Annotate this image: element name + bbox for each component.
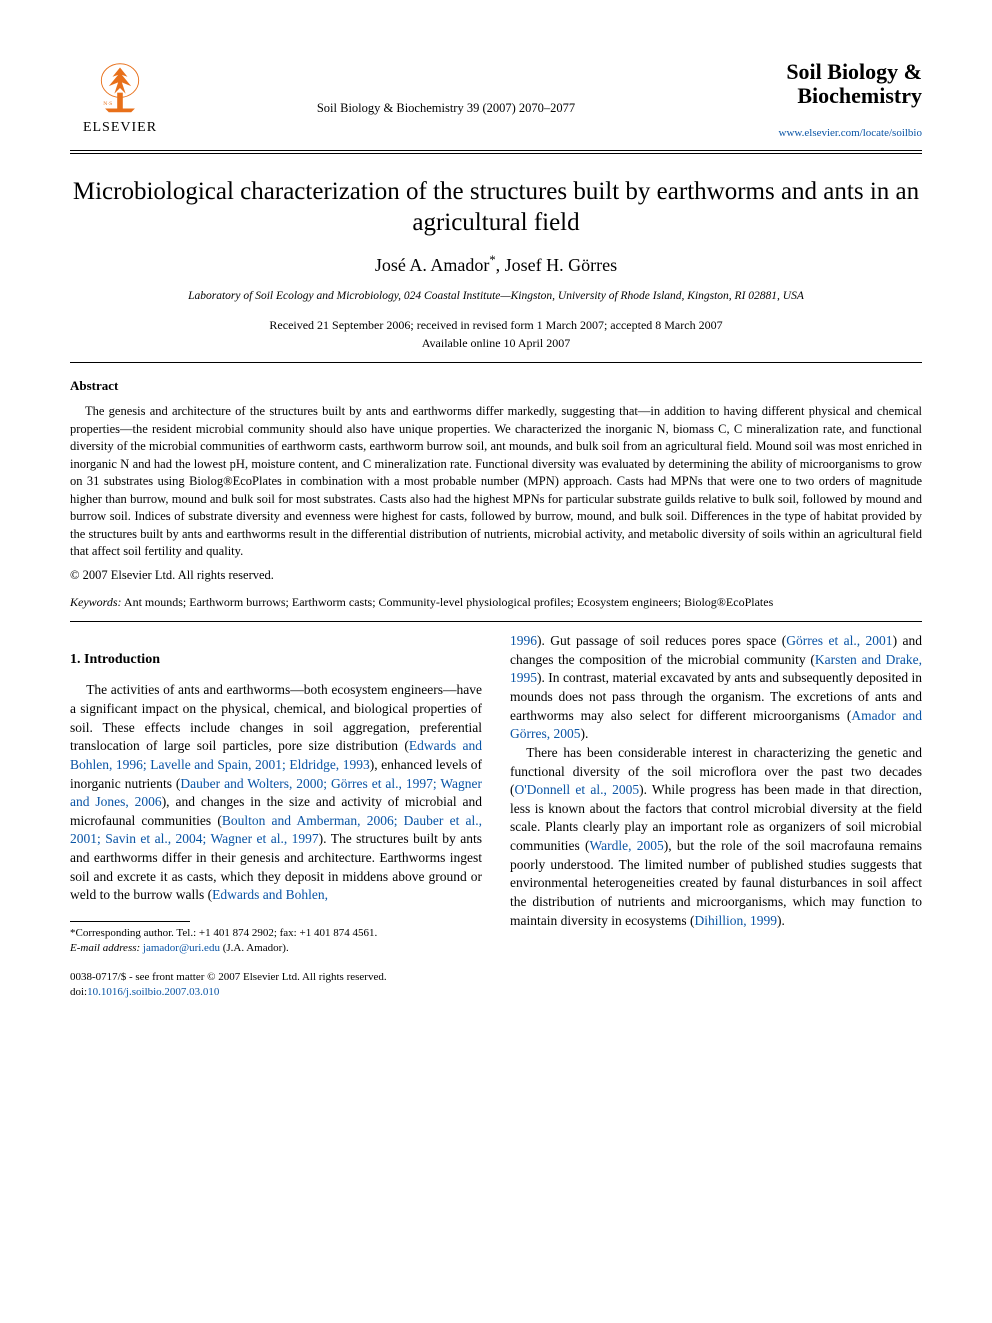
received-dates: Received 21 September 2006; received in … <box>70 317 922 334</box>
footnote-separator <box>70 921 190 922</box>
abstract-heading: Abstract <box>70 377 922 395</box>
keywords-label: Keywords: <box>70 595 122 609</box>
article-title: Microbiological characterization of the … <box>70 176 922 239</box>
intro-para-1-cont: 1996). Gut passage of soil reduces pores… <box>510 632 922 744</box>
footer-left: 0038-0717/$ - see front matter © 2007 El… <box>70 970 387 1001</box>
text-run: ). Gut passage of soil reduces pores spa… <box>537 633 786 648</box>
header-row: N·S ELSEVIER Soil Biology & Biochemistry… <box>70 60 922 142</box>
email-link[interactable]: jamador@uri.edu <box>143 942 220 954</box>
svg-text:N·S: N·S <box>103 101 112 107</box>
page-container: N·S ELSEVIER Soil Biology & Biochemistry… <box>0 0 992 1040</box>
footer-row: 0038-0717/$ - see front matter © 2007 El… <box>70 970 922 1001</box>
corr-marker: * <box>489 253 495 267</box>
citation-link[interactable]: O'Donnell et al., 2005 <box>515 782 640 797</box>
journal-title-line1: Soil Biology & <box>722 60 922 84</box>
rule-top <box>70 150 922 151</box>
intro-para-2: There has been considerable interest in … <box>510 744 922 930</box>
doi-link[interactable]: 10.1016/j.soilbio.2007.03.010 <box>87 986 219 998</box>
journal-reference: Soil Biology & Biochemistry 39 (2007) 20… <box>170 60 722 118</box>
available-date: Available online 10 April 2007 <box>70 335 922 352</box>
keywords-list: Ant mounds; Earthworm burrows; Earthworm… <box>124 595 773 609</box>
citation-link[interactable]: 1996 <box>510 633 537 648</box>
front-matter-line: 0038-0717/$ - see front matter © 2007 El… <box>70 970 387 985</box>
email-label: E-mail address: <box>70 942 140 954</box>
citation-link[interactable]: Edwards and Bohlen, <box>212 887 328 902</box>
footnote-email-row: E-mail address: jamador@uri.edu (J.A. Am… <box>70 941 482 956</box>
affiliation: Laboratory of Soil Ecology and Microbiol… <box>70 288 922 304</box>
keywords-row: Keywords: Ant mounds; Earthworm burrows;… <box>70 594 922 611</box>
footnote-tel-fax: *Corresponding author. Tel.: +1 401 874 … <box>70 926 482 941</box>
text-run: ). <box>777 913 785 928</box>
publisher-logo-block: N·S ELSEVIER <box>70 60 170 138</box>
citation-link[interactable]: Dihillion, 1999 <box>694 913 777 928</box>
intro-para-1: The activities of ants and earthworms—bo… <box>70 681 482 905</box>
publisher-name: ELSEVIER <box>83 118 157 138</box>
doi-label: doi: <box>70 986 87 998</box>
abstract-text: The genesis and architecture of the stru… <box>70 403 922 561</box>
journal-url[interactable]: www.elsevier.com/locate/soilbio <box>722 126 922 141</box>
column-left: 1. Introduction The activities of ants a… <box>70 632 482 956</box>
authors: José A. Amador*, Josef H. Görres <box>70 252 922 278</box>
email-who: (J.A. Amador). <box>223 942 289 954</box>
citation-link[interactable]: Görres et al., 2001 <box>786 633 892 648</box>
copyright-line: © 2007 Elsevier Ltd. All rights reserved… <box>70 567 922 585</box>
section-1-heading: 1. Introduction <box>70 650 482 669</box>
doi-row: doi:10.1016/j.soilbio.2007.03.010 <box>70 985 387 1000</box>
text-run: ). <box>581 726 589 741</box>
corresponding-author-footnote: *Corresponding author. Tel.: +1 401 874 … <box>70 926 482 956</box>
author-1: José A. Amador <box>375 255 490 275</box>
body-two-column: 1. Introduction The activities of ants a… <box>70 632 922 956</box>
rule-before-abstract <box>70 362 922 363</box>
rule-thin <box>70 153 922 154</box>
elsevier-tree-icon: N·S <box>92 60 148 116</box>
author-2: Josef H. Görres <box>505 255 617 275</box>
citation-link[interactable]: Wardle, 2005 <box>589 838 663 853</box>
journal-title-block: Soil Biology & Biochemistry www.elsevier… <box>722 60 922 142</box>
journal-title-line2: Biochemistry <box>722 84 922 108</box>
rule-after-keywords <box>70 621 922 622</box>
column-right: 1996). Gut passage of soil reduces pores… <box>510 632 922 956</box>
